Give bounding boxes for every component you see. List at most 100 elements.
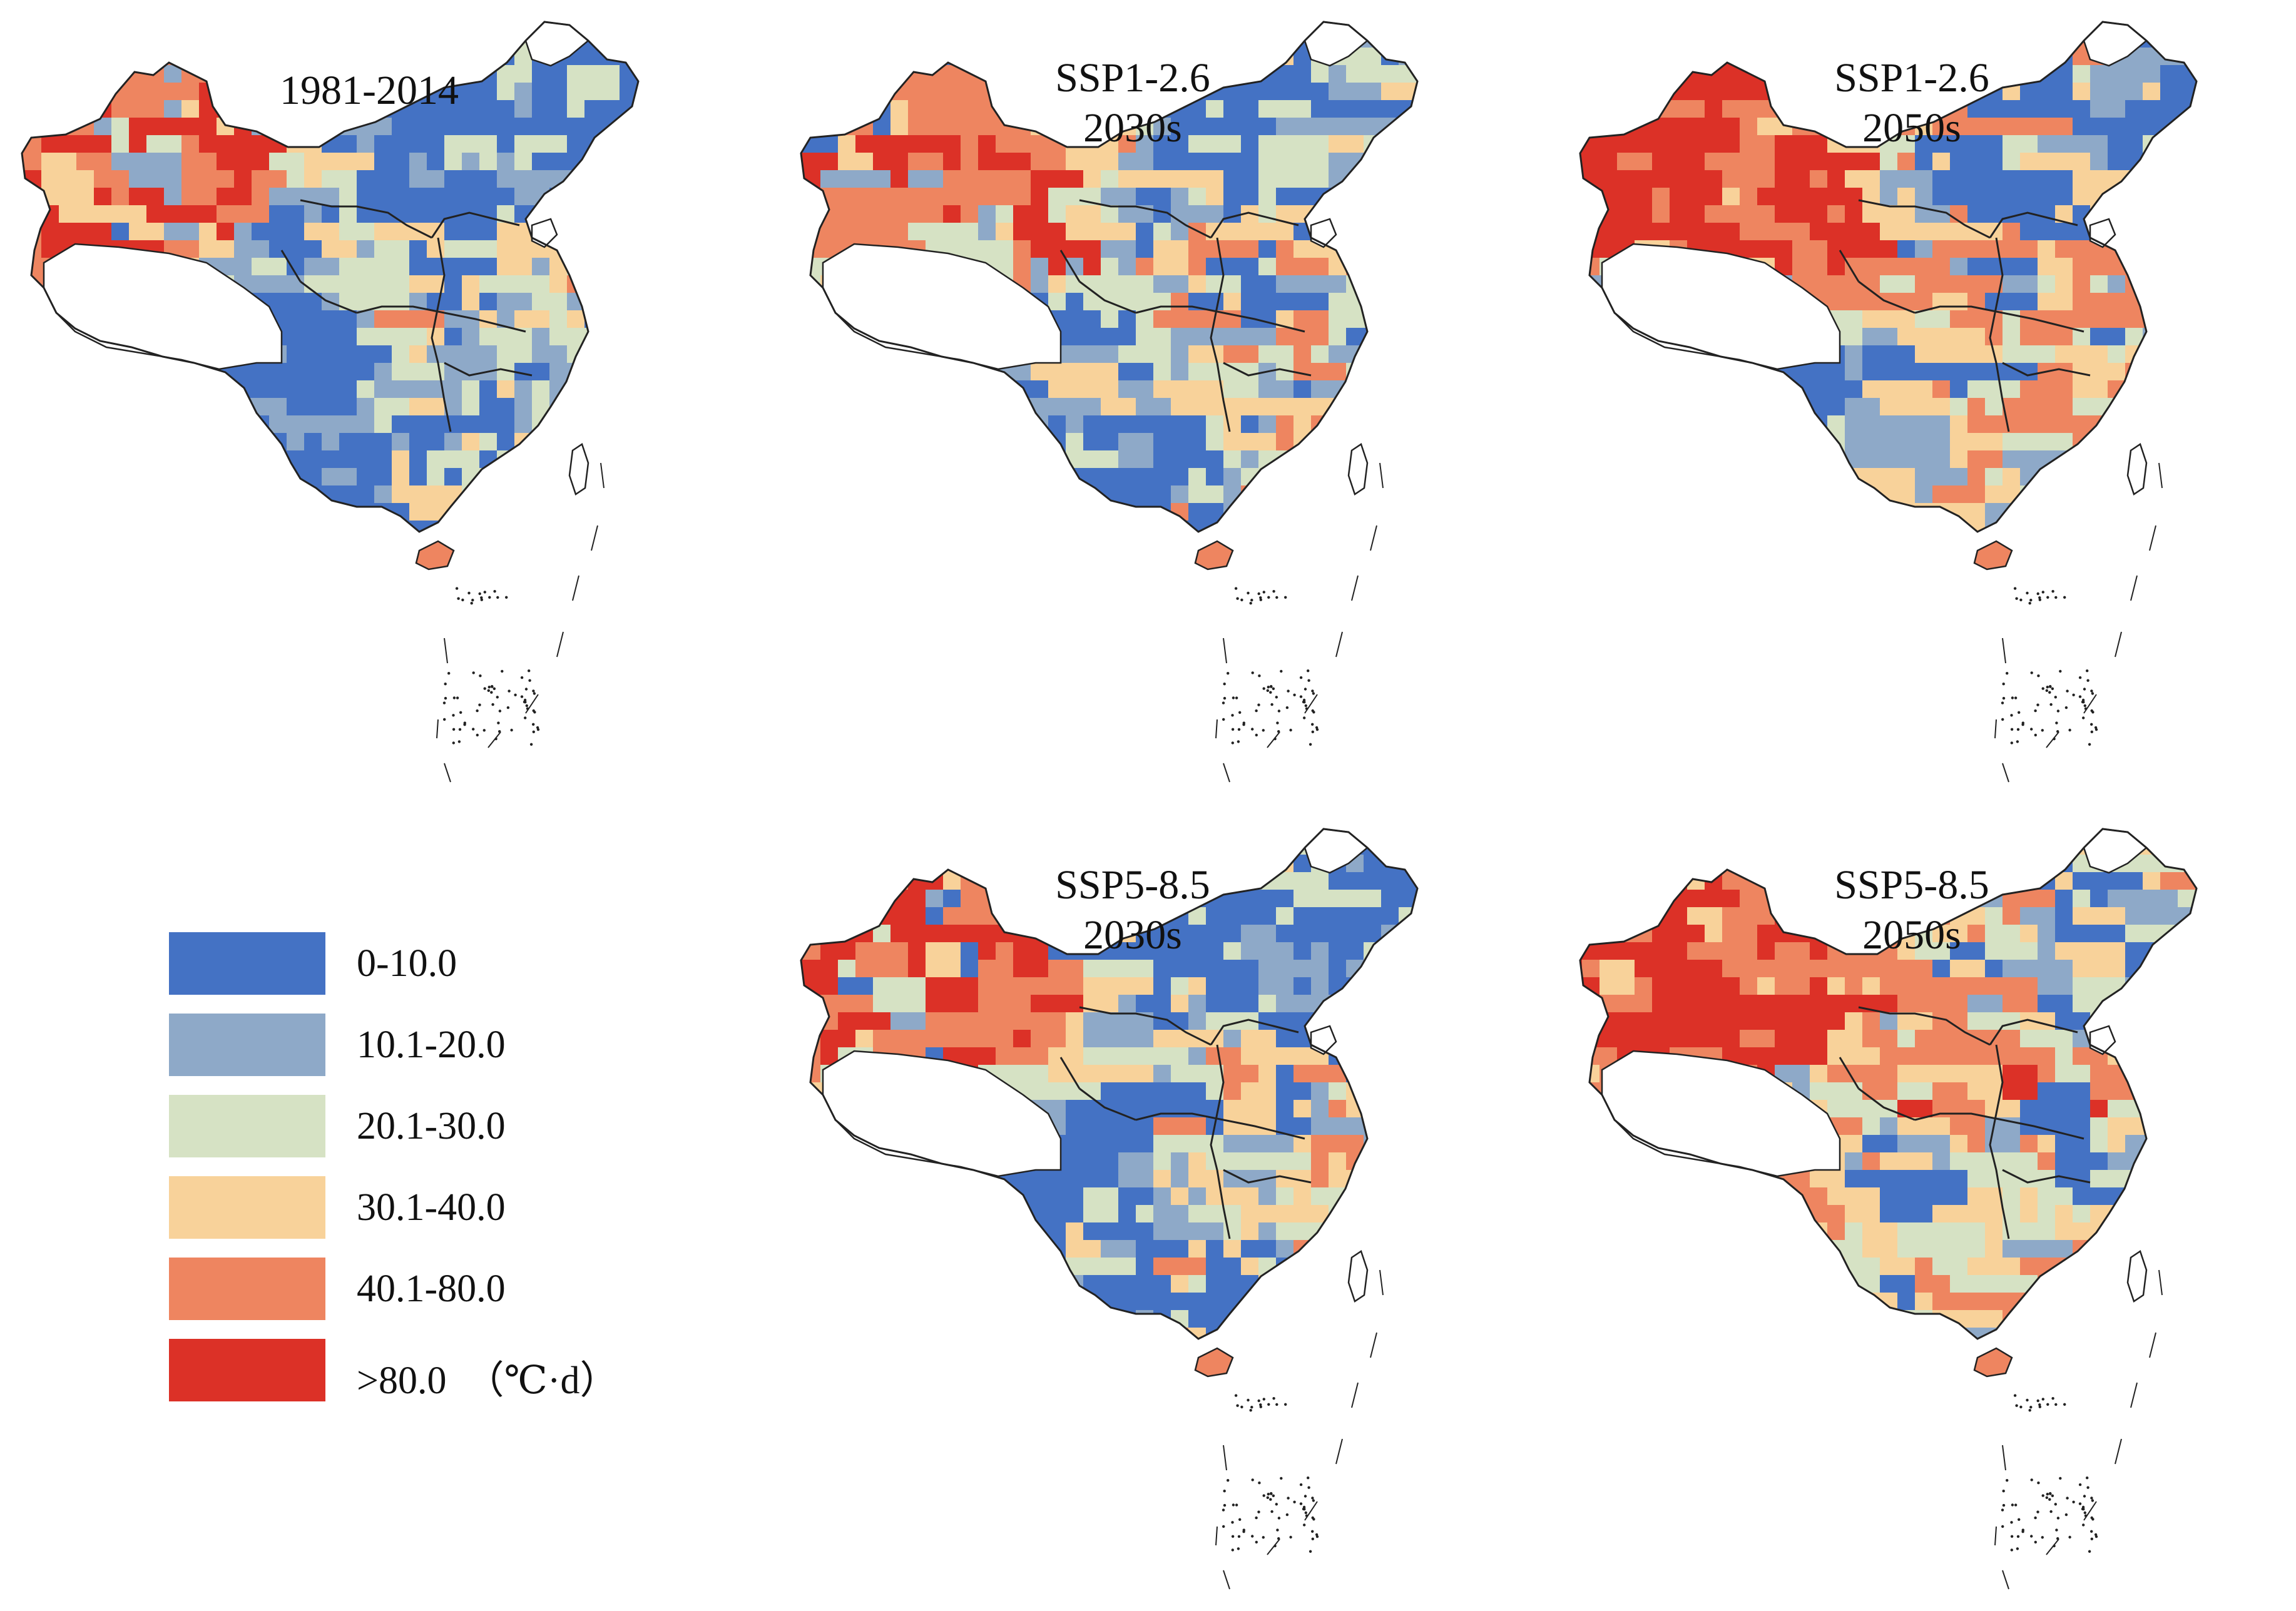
island-dot: [2034, 1541, 2037, 1543]
island-dot: [1238, 1535, 1240, 1538]
island-dot: [2063, 596, 2066, 599]
island-dot: [2019, 1406, 2022, 1408]
island-dot: [2053, 738, 2055, 740]
island-dot: [2011, 728, 2013, 731]
island-dot: [1250, 1409, 1252, 1411]
boundary-dash: [1223, 638, 1227, 663]
island-dot: [453, 696, 456, 699]
boundary-dash: [488, 732, 501, 748]
hainan-island: [416, 541, 454, 569]
island-dot: [1223, 683, 1226, 685]
island-dot: [2014, 1503, 2017, 1506]
boundary-dash: [1380, 1270, 1383, 1295]
island-dot: [2026, 592, 2028, 594]
island-dot: [452, 728, 455, 731]
boundary-dash: [2046, 1539, 2059, 1555]
boundary-dash: [2003, 1570, 2009, 1589]
boundary-dash: [2131, 576, 2137, 601]
island-dot: [1307, 1476, 1309, 1479]
taiwan-island: [2128, 444, 2146, 494]
island-dot: [2019, 599, 2022, 601]
legend-unit: （℃·d）: [465, 1359, 618, 1402]
island-dot: [1257, 704, 1260, 706]
boundary-dash: [1380, 463, 1383, 488]
island-dot: [459, 728, 461, 731]
island-dot: [1267, 686, 1270, 688]
island-dot: [1242, 1530, 1245, 1533]
island-dot: [2049, 686, 2051, 688]
boundary-dash: [1267, 1539, 1280, 1555]
island-dot: [2091, 1499, 2094, 1502]
island-dot: [1258, 592, 1260, 595]
island-dot: [1237, 1547, 1240, 1550]
island-dot: [526, 708, 529, 710]
island-dot: [1223, 697, 1226, 699]
island-dot: [1235, 587, 1237, 589]
boundary-dash: [1305, 1502, 1317, 1520]
island-dot: [1262, 1536, 1265, 1538]
island-dot: [2054, 696, 2057, 698]
island-dot: [1275, 596, 1278, 599]
boundary-dash: [1223, 1570, 1230, 1589]
island-dot: [2037, 1481, 2039, 1484]
island-dot: [1232, 696, 1235, 699]
bohai-sea: [1311, 1026, 1336, 1054]
island-dot: [1238, 711, 1241, 714]
boundary-dash: [1336, 632, 1342, 657]
boundary-dash: [437, 719, 438, 738]
boundary-dash: [1352, 576, 1358, 601]
legend-swatch: [169, 932, 325, 995]
island-dot: [2016, 1547, 2019, 1550]
island-dot: [530, 743, 533, 746]
island-dot: [2055, 721, 2058, 724]
island-dot: [476, 734, 479, 736]
island-dot: [2026, 1399, 2028, 1401]
boundary-dash: [2159, 1270, 2162, 1295]
island-dot: [507, 706, 509, 709]
hainan-island: [1974, 541, 2012, 569]
island-dot: [2003, 683, 2005, 685]
island-dot: [2014, 587, 2016, 589]
island-dot: [1287, 689, 1289, 692]
island-dot: [472, 728, 474, 730]
island-dot: [2034, 734, 2037, 736]
island-dot: [2079, 1483, 2081, 1486]
island-dot: [2065, 1513, 2068, 1516]
island-dot: [2014, 696, 2017, 699]
map-panel-ssp585-2030s: SSP5-8.5 2030s: [785, 820, 1536, 1602]
island-dot: [1250, 1406, 1253, 1408]
island-dot: [1242, 723, 1245, 726]
island-dot: [2011, 741, 2013, 744]
island-dot: [2030, 728, 2033, 730]
island-dot: [1250, 602, 1252, 604]
island-dot: [479, 674, 481, 677]
island-dot: [443, 718, 446, 721]
island-dot: [1280, 1477, 1282, 1480]
legend-swatch: [169, 1014, 325, 1076]
island-dot: [456, 696, 459, 699]
island-dot: [2018, 711, 2020, 714]
island-dot: [1257, 1511, 1260, 1513]
boundary-dash: [1216, 1527, 1217, 1545]
map-panel-ssp585-2050s: SSP5-8.5 2050s: [1564, 820, 2296, 1602]
island-dot: [1304, 688, 1307, 690]
island-dot: [1300, 695, 1302, 698]
island-dot: [1300, 1502, 1302, 1505]
island-dot: [2056, 1537, 2059, 1540]
island-dot: [1235, 1503, 1238, 1506]
bohai-sea: [2090, 219, 2115, 247]
island-dot: [2042, 1398, 2044, 1400]
island-dot: [2046, 689, 2048, 692]
island-dot: [484, 591, 486, 593]
island-dot: [1275, 1503, 1278, 1505]
island-dot: [1303, 716, 1305, 719]
island-dot: [461, 599, 464, 601]
island-dot: [2010, 1521, 2013, 1523]
island-dot: [1276, 721, 1278, 724]
island-dot: [1267, 1497, 1269, 1499]
boundary-dash: [1995, 1527, 1996, 1545]
island-dot: [471, 602, 473, 604]
island-dot: [1222, 1525, 1225, 1528]
island-dot: [499, 709, 501, 712]
island-dot: [1250, 599, 1253, 601]
